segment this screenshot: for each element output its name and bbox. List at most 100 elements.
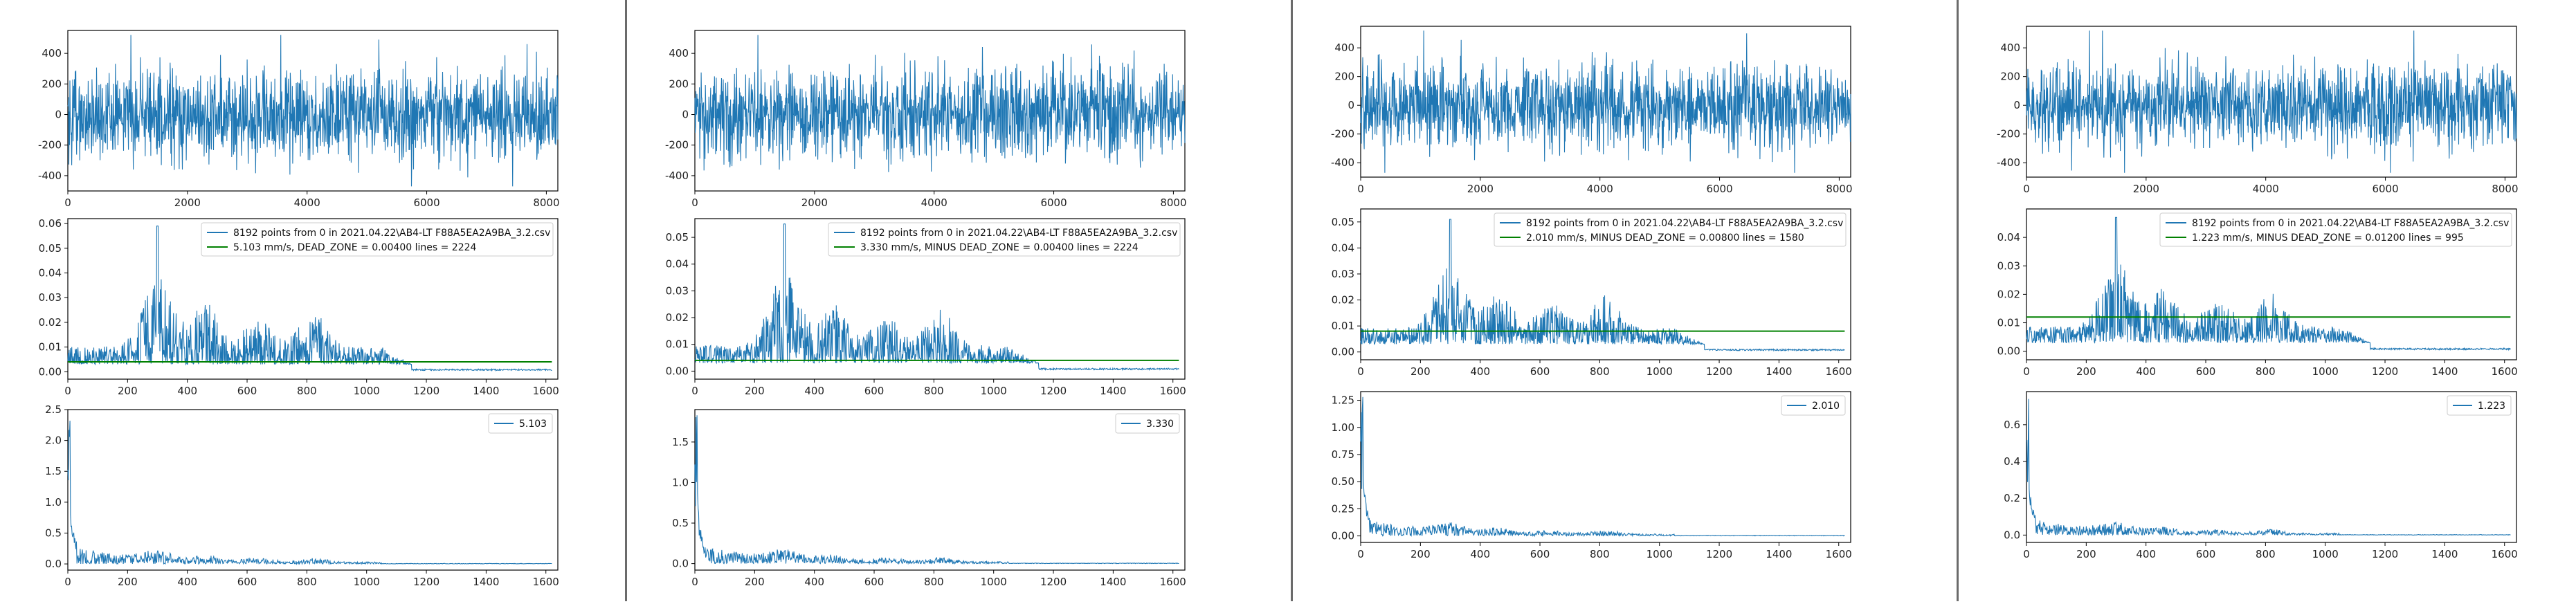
legend-label: 5.103 mm/s, DEAD_ZONE = 0.00400 lines = … xyxy=(233,242,477,253)
y-tick-label: 200 xyxy=(42,77,62,90)
x-tick-label: 1600 xyxy=(1160,385,1186,397)
velocity-frame xyxy=(1360,391,1851,543)
spectrum-series-line xyxy=(2026,217,2511,351)
x-tick-label: 0 xyxy=(1357,548,1364,560)
x-tick-label: 200 xyxy=(118,576,138,588)
x-tick-label: 6000 xyxy=(413,196,439,209)
x-tick-label: 0 xyxy=(2023,365,2030,378)
x-tick-label: 4000 xyxy=(294,196,320,209)
y-tick-label: 400 xyxy=(42,47,62,60)
x-tick-label: 1200 xyxy=(413,385,439,397)
signal-series-line xyxy=(2026,30,2517,173)
y-tick-label: 0.50 xyxy=(1332,475,1354,488)
y-tick-label: 0.02 xyxy=(39,316,62,329)
y-tick-label: 0.75 xyxy=(1332,448,1354,461)
x-tick-label: 0 xyxy=(691,576,698,588)
y-tick-label: 0 xyxy=(2013,99,2020,111)
y-tick-label: 0.05 xyxy=(666,231,689,244)
velocity-legend: 2.010 xyxy=(1781,395,1846,416)
spectrum-axes: 0 200 400 600 800 1000 1200 1400 1600 0.00 0.01 0.0… xyxy=(39,217,559,397)
x-tick-label: 1000 xyxy=(2312,365,2339,378)
x-tick-label: 1200 xyxy=(1040,576,1067,588)
legend-label: 8192 points from 0 in 2021.04.22\AB4-LT … xyxy=(1526,218,1843,229)
x-tick-label: 1400 xyxy=(473,385,499,397)
spectrum-series-line xyxy=(67,226,552,372)
y-tick-label: 2.0 xyxy=(45,434,62,447)
x-tick-label: 2000 xyxy=(1467,183,1494,195)
y-tick-label: 0.02 xyxy=(666,311,689,324)
velocity-series-line xyxy=(2026,399,2511,537)
x-tick-label: 1600 xyxy=(2492,365,2518,378)
x-tick-label: 0 xyxy=(691,196,698,209)
x-tick-label: 1000 xyxy=(1647,365,1673,378)
x-tick-label: 1000 xyxy=(1647,548,1673,560)
x-tick-label: 1600 xyxy=(1826,548,1852,560)
spectrum-series-line xyxy=(1360,219,1845,352)
legend-box xyxy=(201,222,554,257)
legend-box xyxy=(488,413,553,434)
y-tick-label: 200 xyxy=(2000,71,2020,83)
x-tick-label: 1200 xyxy=(1040,385,1067,397)
velocity-frame xyxy=(2026,391,2517,543)
x-tick-label: 0 xyxy=(64,576,71,588)
x-tick-label: 400 xyxy=(804,385,824,397)
y-tick-label: 0.04 xyxy=(1997,231,2020,244)
spectrum-frame xyxy=(1360,208,1851,360)
velocity-frame xyxy=(67,409,559,571)
y-tick-label: 0.02 xyxy=(1332,294,1354,306)
velocity-axes: 0 200 400 600 800 1000 1200 1400 1600 0.00 0.25 0.5… xyxy=(1332,391,1852,560)
x-tick-label: 200 xyxy=(745,576,765,588)
x-tick-label: 400 xyxy=(1470,365,1490,378)
x-tick-label: 600 xyxy=(1530,548,1550,560)
y-tick-label: 0.2 xyxy=(2004,492,2020,504)
legend-label: 8192 points from 0 in 2021.04.22\AB4-LT … xyxy=(233,228,550,239)
legend-label: 8192 points from 0 in 2021.04.22\AB4-LT … xyxy=(860,228,1177,239)
velocity-axes: 0 200 400 600 800 1000 1200 1400 1600 0.0 0.2 0.4 0.… xyxy=(2004,391,2518,560)
x-tick-label: 800 xyxy=(1590,365,1610,378)
spectrum-frame xyxy=(694,218,1186,380)
y-tick-label: 0.00 xyxy=(1332,530,1354,542)
x-tick-label: 4000 xyxy=(921,196,947,209)
x-tick-label: 600 xyxy=(237,576,257,588)
signal-axes: 0 2000 4000 6000 8000 -400 -200 0 200 400 xyxy=(665,30,1187,209)
x-tick-label: 0 xyxy=(691,385,698,397)
x-tick-label: 600 xyxy=(864,576,885,588)
x-tick-label: 1600 xyxy=(2492,548,2518,560)
x-tick-label: 800 xyxy=(1590,548,1610,560)
x-tick-label: 1400 xyxy=(2431,548,2458,560)
y-tick-label: 0.4 xyxy=(2004,455,2020,468)
y-tick-label: 0.5 xyxy=(45,527,62,539)
velocity-legend: 3.330 xyxy=(1115,413,1180,434)
legend-label: 3.330 xyxy=(1146,419,1174,430)
y-tick-label: 400 xyxy=(669,47,689,60)
x-tick-label: 400 xyxy=(2136,548,2156,560)
x-tick-label: 8000 xyxy=(1826,183,1852,195)
velocity-series-line xyxy=(694,415,1179,565)
y-tick-label: 1.5 xyxy=(672,436,689,448)
legend-label: 1.223 mm/s, MINUS DEAD_ZONE = 0.01200 li… xyxy=(2192,232,2464,244)
y-tick-label: 200 xyxy=(669,77,689,90)
spectrum-legend: 8192 points from 0 in 2021.04.22\AB4-LT … xyxy=(2159,212,2512,247)
x-tick-label: 1200 xyxy=(2372,365,2398,378)
x-tick-label: 1200 xyxy=(1706,365,1732,378)
velocity-frame xyxy=(694,409,1186,571)
y-tick-label: 0.0 xyxy=(672,558,689,570)
x-tick-label: 1600 xyxy=(533,385,559,397)
y-tick-label: -400 xyxy=(1331,156,1354,169)
legend-box xyxy=(1781,395,1846,416)
signal-series-line xyxy=(67,35,559,187)
y-tick-label: 0.01 xyxy=(39,341,62,354)
y-tick-label: 0.04 xyxy=(666,258,689,271)
x-tick-label: 200 xyxy=(1411,548,1431,560)
x-tick-label: 1600 xyxy=(533,576,559,588)
x-tick-label: 1000 xyxy=(2312,548,2339,560)
legend-box xyxy=(1494,212,1847,247)
y-tick-label: 0.6 xyxy=(2004,419,2020,431)
x-tick-label: 800 xyxy=(297,576,317,588)
y-tick-label: 0 xyxy=(55,109,62,121)
y-tick-label: 200 xyxy=(1334,71,1354,83)
y-tick-label: -200 xyxy=(665,139,689,152)
x-tick-label: 1000 xyxy=(981,385,1007,397)
